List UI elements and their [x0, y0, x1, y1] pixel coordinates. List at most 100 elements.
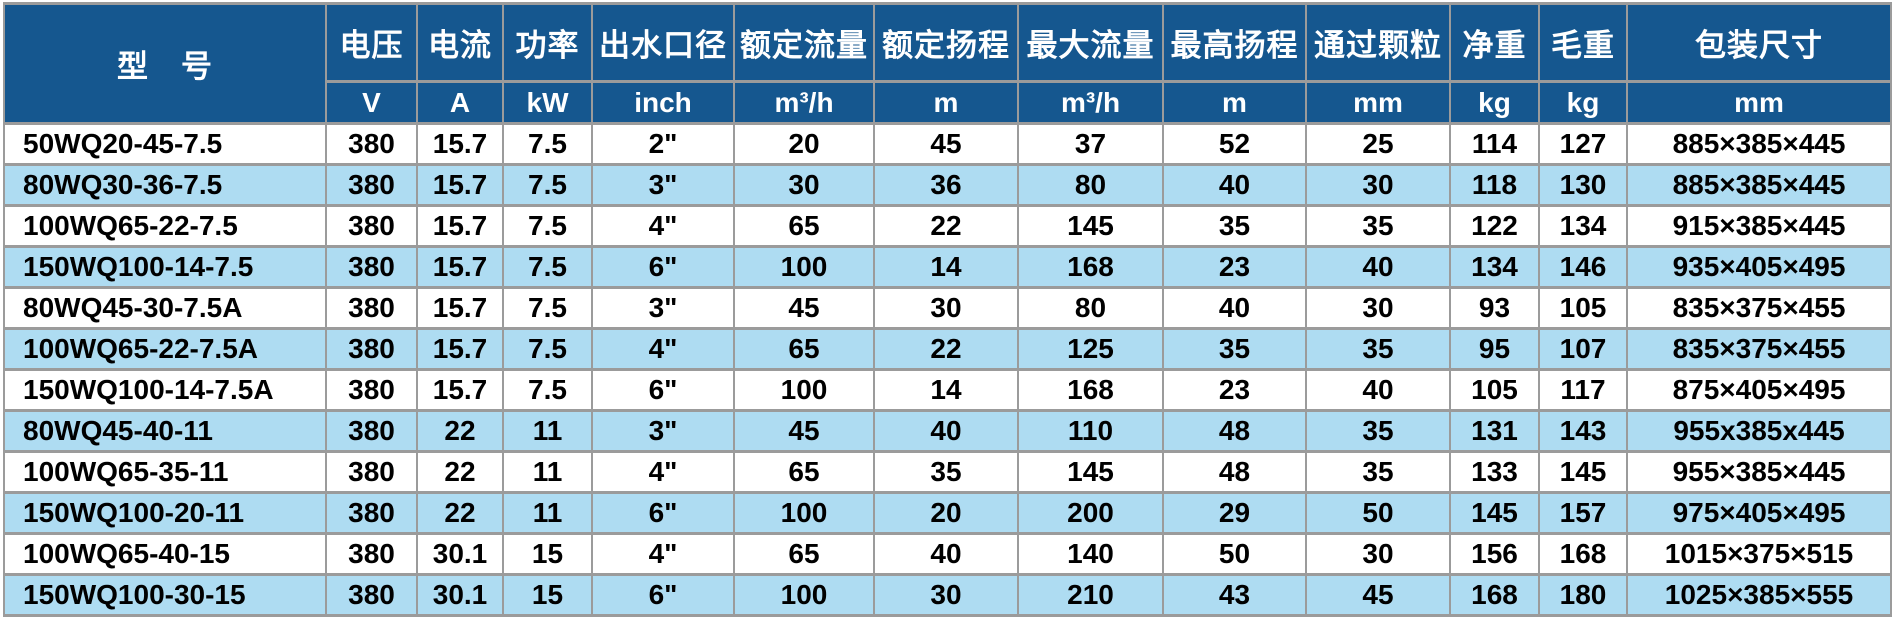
unit-gross-weight: kg	[1538, 80, 1628, 125]
value-cell: 30	[873, 573, 1019, 617]
value-cell: 40	[873, 409, 1019, 453]
table-row: 50WQ20-45-7.5 380 15.7 7.5 2" 20 45 37 52 25 114 12…	[3, 122, 1892, 166]
value-cell: 915×385×445	[1626, 204, 1892, 248]
value-cell: 6"	[591, 491, 735, 535]
value-cell: 3"	[591, 163, 735, 207]
value-cell: 22	[873, 204, 1019, 248]
value-cell: 22	[416, 450, 504, 494]
value-cell: 156	[1449, 532, 1540, 576]
value-cell: 36	[873, 163, 1019, 207]
table-row: 100WQ65-40-15 380 30.1 15 4" 65 40 140 50 30 156 16…	[3, 532, 1892, 576]
value-cell: 7.5	[502, 204, 593, 248]
value-cell: 25	[1305, 122, 1451, 166]
table-row: 80WQ45-40-11 380 22 11 3" 45 40 110 48 35 131 143 95…	[3, 409, 1892, 453]
table-row: 150WQ100-20-11 380 22 11 6" 100 20 200 29 50 145 15…	[3, 491, 1892, 535]
value-cell: 4"	[591, 327, 735, 371]
value-cell: 22	[416, 491, 504, 535]
value-cell: 15	[502, 573, 593, 617]
value-cell: 65	[733, 450, 875, 494]
value-cell: 30	[733, 163, 875, 207]
value-cell: 30.1	[416, 532, 504, 576]
value-cell: 380	[325, 532, 418, 576]
value-cell: 65	[733, 532, 875, 576]
col-header-power: 功率	[502, 2, 593, 83]
value-cell: 955x385x445	[1626, 409, 1892, 453]
value-cell: 107	[1538, 327, 1628, 371]
unit-rated-head: m	[873, 80, 1019, 125]
value-cell: 15.7	[416, 204, 504, 248]
value-cell: 7.5	[502, 245, 593, 289]
value-cell: 15.7	[416, 327, 504, 371]
value-cell: 117	[1538, 368, 1628, 412]
value-cell: 35	[1305, 327, 1451, 371]
value-cell: 380	[325, 409, 418, 453]
model-cell: 100WQ65-40-15	[3, 532, 327, 576]
value-cell: 1025×385×555	[1626, 573, 1892, 617]
value-cell: 14	[873, 368, 1019, 412]
value-cell: 200	[1017, 491, 1164, 535]
value-cell: 210	[1017, 573, 1164, 617]
value-cell: 885×385×445	[1626, 122, 1892, 166]
value-cell: 143	[1538, 409, 1628, 453]
value-cell: 14	[873, 245, 1019, 289]
value-cell: 30	[1305, 163, 1451, 207]
value-cell: 7.5	[502, 122, 593, 166]
table-row: 100WQ65-35-11 380 22 11 4" 65 35 145 48 35 133 145 9…	[3, 450, 1892, 494]
value-cell: 45	[873, 122, 1019, 166]
unit-max-head: m	[1162, 80, 1307, 125]
value-cell: 20	[873, 491, 1019, 535]
col-header-model: 型 号	[3, 2, 327, 125]
value-cell: 29	[1162, 491, 1307, 535]
table-row: 100WQ65-22-7.5 380 15.7 7.5 4" 65 22 145 35 35 122…	[3, 204, 1892, 248]
value-cell: 835×375×455	[1626, 286, 1892, 330]
col-header-gross-weight: 毛重	[1538, 2, 1628, 83]
unit-voltage: V	[325, 80, 418, 125]
value-cell: 35	[1162, 327, 1307, 371]
value-cell: 100	[733, 245, 875, 289]
unit-rated-flow: m³/h	[733, 80, 875, 125]
value-cell: 380	[325, 368, 418, 412]
value-cell: 40	[1305, 368, 1451, 412]
value-cell: 80	[1017, 163, 1164, 207]
value-cell: 15.7	[416, 122, 504, 166]
unit-power: kW	[502, 80, 593, 125]
value-cell: 145	[1017, 204, 1164, 248]
unit-particle-size: mm	[1305, 80, 1451, 125]
value-cell: 15.7	[416, 163, 504, 207]
value-cell: 835×375×455	[1626, 327, 1892, 371]
value-cell: 380	[325, 245, 418, 289]
value-cell: 180	[1538, 573, 1628, 617]
value-cell: 2"	[591, 122, 735, 166]
value-cell: 380	[325, 122, 418, 166]
value-cell: 40	[1162, 286, 1307, 330]
col-header-rated-head: 额定扬程	[873, 2, 1019, 83]
value-cell: 48	[1162, 450, 1307, 494]
value-cell: 145	[1449, 491, 1540, 535]
value-cell: 30.1	[416, 573, 504, 617]
table-header: 型 号 电压 电流 功率 出水口径 额定流量 额定扬程 最大流量 最高扬程 通过…	[3, 2, 1892, 125]
value-cell: 134	[1538, 204, 1628, 248]
col-header-outlet-diameter: 出水口径	[591, 2, 735, 83]
model-cell: 100WQ65-22-7.5	[3, 204, 327, 248]
value-cell: 45	[733, 286, 875, 330]
value-cell: 145	[1017, 450, 1164, 494]
value-cell: 35	[1305, 409, 1451, 453]
col-header-max-head: 最高扬程	[1162, 2, 1307, 83]
value-cell: 100	[733, 491, 875, 535]
col-header-current: 电流	[416, 2, 504, 83]
value-cell: 23	[1162, 245, 1307, 289]
value-cell: 4"	[591, 204, 735, 248]
value-cell: 168	[1017, 245, 1164, 289]
value-cell: 11	[502, 491, 593, 535]
value-cell: 15.7	[416, 245, 504, 289]
value-cell: 35	[1162, 204, 1307, 248]
value-cell: 6"	[591, 573, 735, 617]
value-cell: 20	[733, 122, 875, 166]
model-cell: 150WQ100-14-7.5	[3, 245, 327, 289]
col-header-package-size: 包装尺寸	[1626, 2, 1892, 83]
value-cell: 380	[325, 327, 418, 371]
col-header-max-flow: 最大流量	[1017, 2, 1164, 83]
value-cell: 133	[1449, 450, 1540, 494]
value-cell: 48	[1162, 409, 1307, 453]
value-cell: 50	[1162, 532, 1307, 576]
